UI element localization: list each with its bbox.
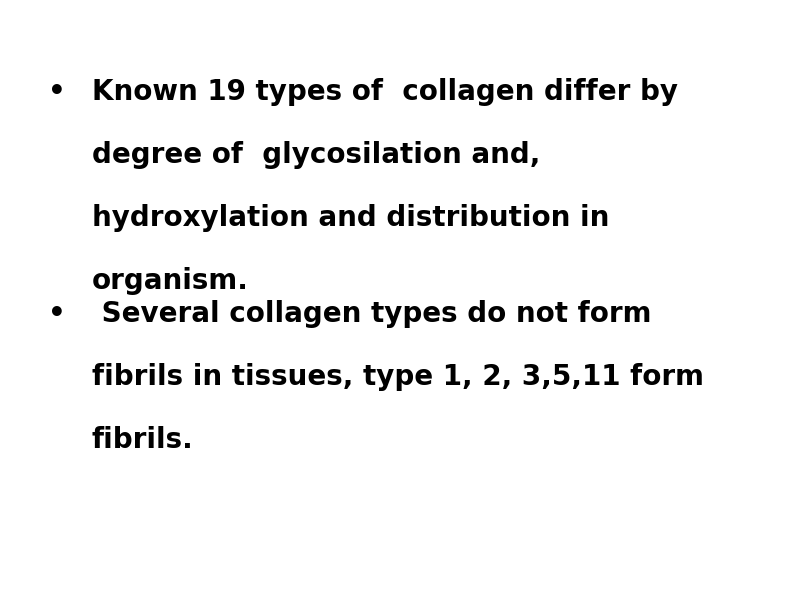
Text: Known 19 types of  collagen differ by: Known 19 types of collagen differ by	[92, 78, 678, 106]
Text: •: •	[48, 300, 66, 328]
Text: organism.: organism.	[92, 267, 249, 295]
Text: fibrils in tissues, type 1, 2, 3,5,11 form: fibrils in tissues, type 1, 2, 3,5,11 fo…	[92, 363, 704, 391]
Text: Several collagen types do not form: Several collagen types do not form	[92, 300, 651, 328]
Text: degree of  glycosilation and,: degree of glycosilation and,	[92, 141, 540, 169]
Text: •: •	[48, 78, 66, 106]
Text: hydroxylation and distribution in: hydroxylation and distribution in	[92, 204, 610, 232]
Text: fibrils.: fibrils.	[92, 426, 194, 454]
